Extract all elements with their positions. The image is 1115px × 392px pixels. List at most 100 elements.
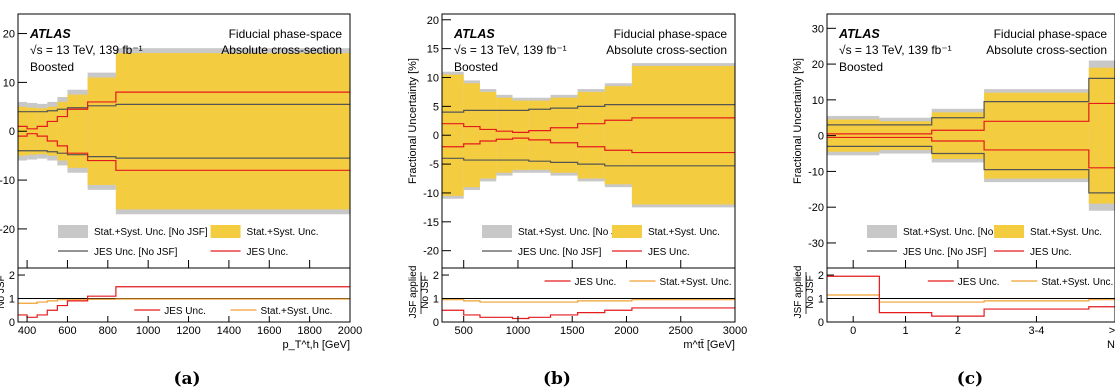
plot-area — [827, 60, 1115, 317]
y-tick-label: 20 — [812, 59, 824, 71]
x-axis-label: m^tt̄ [GeV] — [683, 339, 735, 351]
legend-grey-swatch — [867, 225, 897, 238]
jes-no-jsf-up-line — [827, 77, 1115, 126]
phase-space-label: Fiducial phase-space — [229, 27, 343, 41]
ratio-y-tick-label: 0 — [433, 317, 439, 329]
ratio-legend-red-label: JES Unc. — [958, 277, 1000, 288]
yellow-band-bin — [115, 53, 350, 210]
energy-label: √s = 13 TeV, 139 fb⁻¹ — [839, 43, 952, 57]
legend-grey-band-label: Stat.+Syst. Unc. [No JSF] — [903, 227, 1017, 238]
cross-section-label: Absolute cross-section — [221, 43, 342, 57]
jes-no-jsf-down-line — [827, 145, 1115, 194]
x-tick-label: 1000 — [506, 325, 530, 337]
y-tick-label: 0 — [9, 126, 15, 138]
ratio-y-tick-label: 1 — [818, 294, 824, 306]
legend-grey-line-label: JES Unc. [No JSF] — [94, 247, 178, 258]
jes-no-jsf-down-line — [442, 157, 735, 167]
yellow-band-bin — [496, 97, 513, 173]
x-tick-label: 400 — [18, 325, 36, 337]
legend-red-line-label: JES Unc. — [1030, 247, 1072, 258]
panel-1: -20 -10 0 10 20 0 1 2 400 600 800 1000 1200 1400 1600 1… — [0, 13, 362, 389]
x-tick-label: 1800 — [297, 325, 321, 337]
yellow-band-bin — [512, 100, 529, 170]
x-tick-label: 2000 — [614, 325, 638, 337]
legend-yellow-swatch — [611, 225, 642, 238]
y-tick-label: -20 — [808, 202, 824, 214]
experiment-label: ATLAS — [453, 27, 495, 41]
ratio-y-tick-label: 2 — [818, 270, 824, 282]
ratio-label-top: JSF applied — [793, 266, 804, 319]
x-tick-label: 1500 — [560, 325, 584, 337]
region-label: Boosted — [30, 60, 74, 74]
ratio-label-bottom: No JSF — [420, 275, 431, 308]
ratio-frame — [826, 267, 1115, 323]
energy-label: √s = 13 TeV, 139 fb⁻¹ — [454, 43, 567, 57]
ratio-label-top: JSF applied — [408, 266, 419, 319]
y-axis-label: Fractional Uncertainty [%] — [407, 58, 419, 184]
legend-grey-line-label: JES Unc. [No JSF] — [903, 247, 987, 258]
yellow-band-bin — [984, 92, 1089, 179]
legend-yellow-swatch — [994, 225, 1025, 238]
ratio-label-bottom: No JSF — [0, 275, 7, 308]
cross-section-label: Absolute cross-section — [986, 43, 1107, 57]
ratio-legend-orange-label: Stat.+Syst. Unc. — [1041, 277, 1113, 288]
legend-grey-swatch — [482, 225, 512, 238]
legend-yellow-swatch — [210, 225, 241, 238]
jes-no-jsf-down-line — [18, 150, 350, 159]
energy-label: √s = 13 TeV, 139 fb⁻¹ — [30, 43, 143, 57]
ratio-legend-orange-label: Stat.+Syst. Unc. — [260, 306, 332, 317]
x-tick-label: 500 — [455, 325, 473, 337]
yellow-band-bin — [463, 83, 480, 188]
ratio-jes-line — [18, 286, 350, 318]
x-tick-label: 0 — [850, 325, 856, 337]
y-tick-label: -20 — [423, 246, 439, 258]
y-tick-label: 30 — [812, 23, 824, 35]
yellow-band-bin — [577, 91, 605, 179]
yellow-band-bin — [57, 101, 68, 161]
y-tick-label: 0 — [818, 131, 824, 143]
experiment-label: ATLAS — [838, 27, 880, 41]
yellow-band-bin — [631, 65, 735, 205]
y-tick-label: -5 — [429, 159, 439, 171]
ratio-y-tick-label: 0 — [818, 317, 824, 329]
legend-yellow-band-label: Stat.+Syst. Unc. — [648, 227, 720, 238]
y-tick-label: 0 — [433, 130, 439, 142]
ratio-y-tick-label: 2 — [9, 270, 15, 282]
phase-space-label: Fiducial phase-space — [614, 27, 728, 41]
panel-caption: (c) — [957, 369, 983, 389]
y-axis-label: Fractional Uncertainty [%] — [792, 58, 804, 184]
y-tick-label: -30 — [808, 238, 824, 250]
jes-down-line — [18, 133, 350, 171]
ratio-y-tick-label: 1 — [433, 294, 439, 306]
yellow-band-bin — [37, 108, 48, 155]
x-tick-label: 1600 — [257, 325, 281, 337]
y-tick-label: 5 — [433, 101, 439, 113]
legend-red-line-label: JES Unc. — [247, 247, 289, 258]
legend-grey-band-label: Stat.+Syst. Unc. [No JSF] — [518, 227, 632, 238]
ratio-frame — [17, 267, 351, 323]
y-tick-label: 20 — [427, 15, 439, 27]
yellow-band-bin — [550, 97, 578, 173]
y-tick-label: 15 — [427, 44, 439, 56]
panel-caption: (b) — [543, 369, 571, 389]
x-tick-label: 1200 — [176, 325, 200, 337]
y-tick-label: -10 — [0, 175, 15, 187]
x-tick-label: 1000 — [136, 325, 160, 337]
ratio-jes-line — [442, 307, 735, 320]
y-tick-label: -15 — [423, 217, 439, 229]
yellow-band-bin — [27, 107, 38, 155]
ratio-stat-syst-line — [18, 298, 350, 304]
yellow-band-bin — [87, 77, 116, 185]
region-label: Boosted — [839, 60, 883, 74]
legend-yellow-band-label: Stat.+Syst. Unc. — [1030, 227, 1102, 238]
yellow-band-bin — [47, 106, 58, 156]
panel-caption: (a) — [173, 369, 200, 389]
plot-area — [18, 48, 350, 318]
ratio-legend-orange-label: Stat.+Syst. Unc. — [660, 277, 732, 288]
jes-up-line — [827, 102, 1115, 135]
x-axis-label: N — [1107, 339, 1115, 351]
x-tick-label: 3-4 — [1029, 325, 1045, 337]
legend-red-line-label: JES Unc. — [648, 247, 690, 258]
yellow-band-bin — [931, 112, 985, 159]
